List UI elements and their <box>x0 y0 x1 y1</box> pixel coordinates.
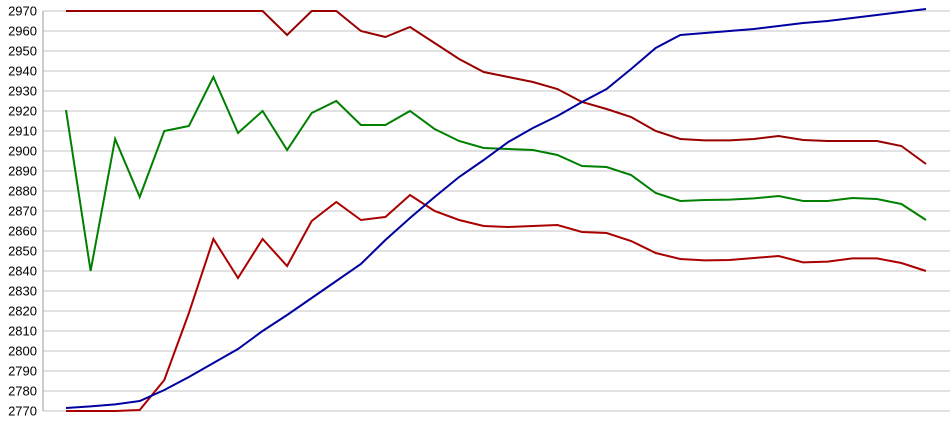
y-axis-tick-label: 2970 <box>8 4 37 19</box>
y-axis-tick-label: 2960 <box>8 24 37 39</box>
y-axis-tick-label: 2900 <box>8 144 37 159</box>
y-axis-tick-label: 2820 <box>8 304 37 319</box>
y-axis-tick-label: 2770 <box>8 404 37 419</box>
y-axis-tick-label: 2910 <box>8 124 37 139</box>
y-axis-tick-label: 2830 <box>8 284 37 299</box>
y-axis-labels: 2970 2960 2950 2940 2930 2920 2910 2900 2890 2880… <box>8 4 37 419</box>
green-line <box>65 74 927 272</box>
y-axis-tick-label: 2950 <box>8 44 37 59</box>
y-axis-tick-label: 2880 <box>8 184 37 199</box>
y-axis-tick-label: 2890 <box>8 164 37 179</box>
y-axis-tick-label: 2800 <box>8 344 37 359</box>
y-axis-tick-label: 2790 <box>8 364 37 379</box>
y-axis-tick-label: 2810 <box>8 324 37 339</box>
y-axis-tick-label: 2860 <box>8 224 37 239</box>
data-series <box>65 8 927 412</box>
y-axis-tick-label: 2850 <box>8 244 37 259</box>
gridlines <box>43 10 950 412</box>
y-axis-tick-label: 2870 <box>8 204 37 219</box>
y-axis-tick-label: 2920 <box>8 104 37 119</box>
upper-red-line <box>66 10 927 165</box>
y-axis-tick-label: 2840 <box>8 264 37 279</box>
lower-red-line <box>66 193 927 412</box>
y-axis-tick-label: 2940 <box>8 64 37 79</box>
y-axis-tick-label: 2780 <box>8 384 37 399</box>
blue-line <box>65 8 927 409</box>
y-axis-tick-label: 2930 <box>8 84 37 99</box>
